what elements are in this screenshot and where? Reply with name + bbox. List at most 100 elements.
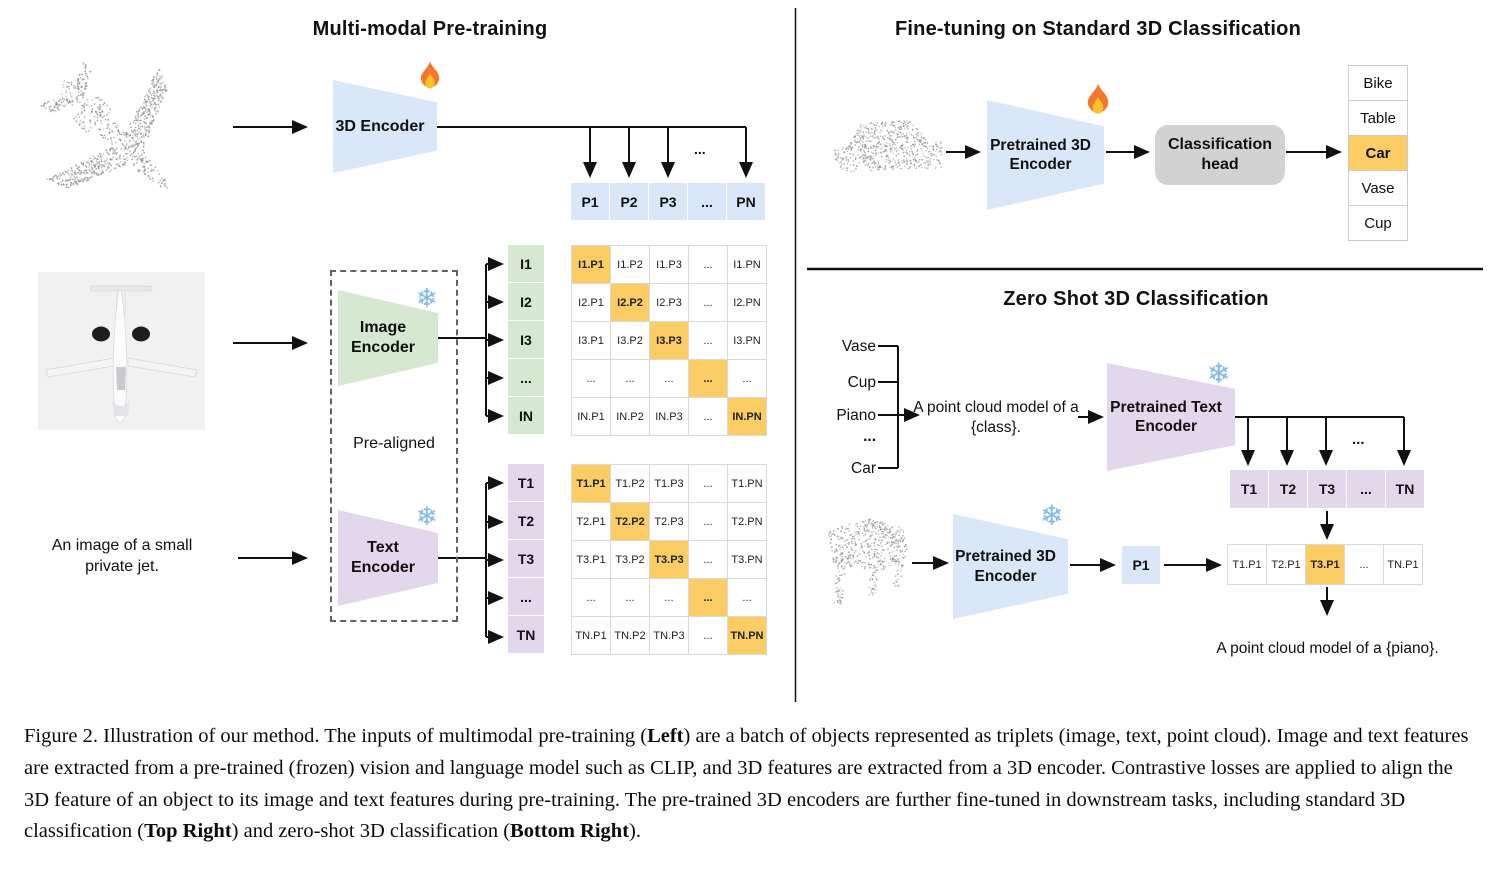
matrix-cell: T3.P1 [572,541,611,579]
matrix-cell: T2.P1 [1267,545,1306,585]
matrix-cell: ... [1345,545,1384,585]
matrix-cell: ... [689,465,728,503]
matrix-cell: TN.P1 [572,617,611,655]
tp-similarity-row: T1.P1 T2.P1 T3.P1... TN.P1 [1227,544,1423,585]
matrix-cell: ... [611,579,650,617]
row-cell: P1 [571,183,609,220]
row-cell: ... [508,578,544,615]
matrix-cell: I1.P1 [572,246,611,284]
caption-bold-segment: Bottom Right [510,820,630,843]
matrix-cell: I2.PN [728,284,767,322]
row-cell: I1 [508,245,544,282]
matrix-cell: TN.P2 [611,617,650,655]
matrix-cell: T2.P2 [611,503,650,541]
matrix-cell: I2.P3 [650,284,689,322]
matrix-cell: I3.PN [728,322,767,360]
pretraining-title: Multi-modal Pre-training [312,18,548,40]
row-cell: T1 [508,464,544,501]
zeroshot-t-row: T1 T2 T3... TN [1230,470,1424,508]
matrix-cell: ... [689,360,728,398]
matrix-cell: IN.P3 [650,398,689,436]
class-word-ellipsis: ... [863,428,876,445]
row-cell: T3 [508,540,544,577]
prompt-template: A point cloud model of a {class}. [913,399,1079,437]
text-encoder-label: Text Encoder [350,539,415,576]
matrix-cell: I1.PN [728,246,767,284]
row-cell: I3 [508,321,544,358]
fanout-ellipsis: ... [694,141,706,157]
matrix-cell: ... [650,360,689,398]
matrix-cell: TN.P3 [650,617,689,655]
matrix-cell: I2.P2 [611,284,650,322]
pointcloud-dots [40,62,168,189]
p1-feature-box: P1 [1122,546,1160,584]
matrix-cell: T1.P1 [572,465,611,503]
text-point-matrix: T1.P1 T1.P2 T1.P3... T1.PN T2.P1 T2.P2 T2.P3..… [571,464,767,655]
matrix-cell: T2.P1 [572,503,611,541]
matrix-cell: I1.P2 [611,246,650,284]
matrix-cell: ... [572,579,611,617]
matrix-cell: T3.P3 [650,541,689,579]
caption-bold-segment: Left [647,725,684,747]
row-cell: T1 [1230,470,1268,508]
image-feature-column: I1 I2 I3... IN [508,245,544,434]
image-encoder-label: Image Encoder [350,319,415,356]
matrix-cell: T3.P1 [1306,545,1345,585]
matrix-cell: ... [572,360,611,398]
row-cell: P2 [610,183,648,220]
p-feature-row: P1 P2 P3... PN [571,183,765,220]
matrix-cell: I2.P1 [572,284,611,322]
pointcloud-dots [834,120,944,173]
caption-segment: ) and zero-shot 3D classification ( [231,820,511,843]
row-cell: Cup [1348,205,1408,241]
row-cell: T2 [508,502,544,539]
matrix-cell: ... [650,579,689,617]
matrix-cell: I3.P2 [611,322,650,360]
snowflake-icon: ❄ [1207,357,1231,390]
matrix-cell: TN.P1 [1384,545,1423,585]
fire-icon [1087,83,1109,114]
result-prompt: A point cloud model of a {piano}. [1216,640,1439,657]
matrix-cell: TN.PN [728,617,767,655]
matrix-cell: T1.PN [728,465,767,503]
row-cell: T2 [1269,470,1307,508]
matrix-cell: I3.P3 [650,322,689,360]
class-word-car: Car [851,460,876,477]
row-cell: TN [508,616,544,653]
row-cell: Vase [1348,170,1408,206]
3d-encoder-label: 3D Encoder [335,117,425,135]
prealigned-label: Pre-aligned [353,435,435,452]
caption-segment: Figure 2. Illustration of our method. Th… [24,725,648,747]
caption-segment: ). [629,820,641,843]
matrix-cell: T1.P2 [611,465,650,503]
row-cell: PN [727,183,765,220]
matrix-cell: T3.P2 [611,541,650,579]
row-cell: I2 [508,283,544,320]
class-word-cup: Cup [847,374,876,391]
zeroshot-3d-encoder-label: Pretrained 3D Encoder [955,548,1056,585]
figure-caption: Figure 2. Illustration of our method. Th… [24,721,1471,848]
matrix-cell: T1.P1 [1228,545,1267,585]
airplane-point-cloud [40,62,168,189]
prealigned-box [330,270,458,622]
row-cell: P3 [649,183,687,220]
matrix-cell: I3.P1 [572,322,611,360]
matrix-cell: ... [728,360,767,398]
row-cell: ... [1347,470,1385,508]
class-word-vase: Vase [841,338,876,355]
matrix-cell: T1.P3 [650,465,689,503]
row-cell: TN [1386,470,1424,508]
text-input-caption: An image of a small private jet. [51,537,193,575]
caption-bold-segment: Top Right [144,820,232,843]
row-cell: ... [688,183,726,220]
fire-icon [420,61,440,89]
snowflake-icon: ❄ [416,284,438,314]
snowflake-icon: ❄ [416,502,438,532]
connector-lines [233,8,1483,702]
matrix-cell: IN.P2 [611,398,650,436]
row-cell: Bike [1348,65,1408,101]
text-feature-column: T1 T2 T3... TN [508,464,544,653]
row-cell: ... [508,359,544,396]
matrix-cell: T2.P3 [650,503,689,541]
